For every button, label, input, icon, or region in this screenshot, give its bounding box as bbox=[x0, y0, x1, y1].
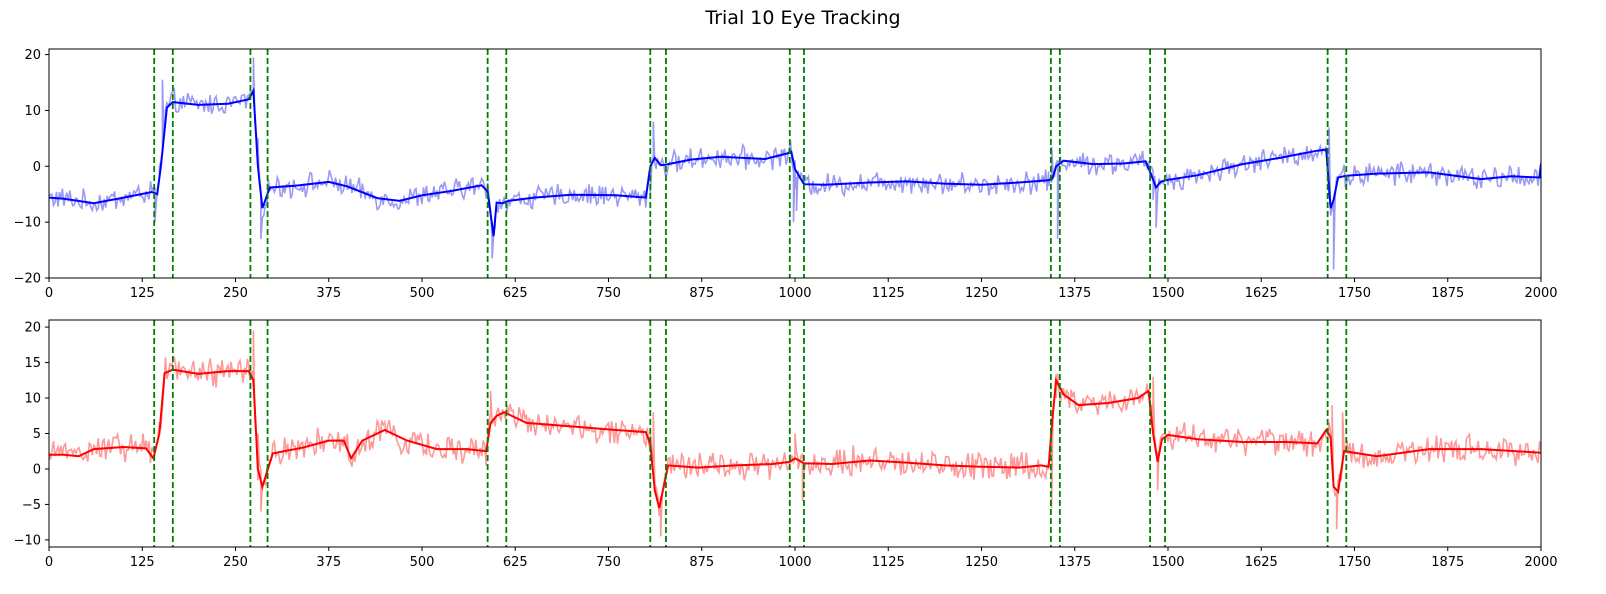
y-tick-label: −10 bbox=[14, 533, 41, 548]
y-tick-label: 0 bbox=[33, 160, 41, 175]
x-tick-label: 1000 bbox=[778, 555, 811, 570]
x-tick-label: 1625 bbox=[1245, 286, 1278, 301]
y-tick-label: 20 bbox=[24, 48, 41, 63]
x-tick-label: 1000 bbox=[778, 286, 811, 301]
x-tick-label: 2000 bbox=[1524, 286, 1557, 301]
x-tick-label: 500 bbox=[410, 286, 435, 301]
x-tick-label: 1875 bbox=[1431, 286, 1464, 301]
x-tick-label: 875 bbox=[689, 555, 714, 570]
plot-area bbox=[49, 320, 1541, 547]
y-tick-label: 20 bbox=[24, 321, 41, 336]
y-tick-label: 5 bbox=[33, 427, 41, 442]
x-tick-label: 625 bbox=[503, 555, 528, 570]
x-tick-label: 1750 bbox=[1338, 286, 1371, 301]
x-tick-label: 1500 bbox=[1151, 555, 1184, 570]
y-tick-label: 15 bbox=[24, 356, 41, 371]
raw-signal-line bbox=[49, 330, 1541, 537]
y-tick-label: −20 bbox=[14, 272, 41, 287]
x-tick-label: 1750 bbox=[1338, 555, 1371, 570]
x-tick-label: 250 bbox=[223, 555, 248, 570]
x-tick-label: 1875 bbox=[1431, 555, 1464, 570]
x-tick-label: 1625 bbox=[1245, 555, 1278, 570]
x-tick-label: 375 bbox=[316, 286, 341, 301]
raw-signal-line bbox=[49, 57, 1541, 270]
plot-area bbox=[49, 49, 1541, 278]
x-tick-label: 125 bbox=[130, 555, 155, 570]
x-tick-label: 2000 bbox=[1524, 555, 1557, 570]
x-tick-label: 250 bbox=[223, 286, 248, 301]
x-tick-label: 0 bbox=[45, 286, 53, 301]
subplots: 0 125 250 375 500 625 750 875 1000 1125 1250 1375 15… bbox=[14, 48, 1558, 570]
y-tick-label: 10 bbox=[24, 392, 41, 407]
x-tick-label: 875 bbox=[689, 286, 714, 301]
x-tick-label: 750 bbox=[596, 286, 621, 301]
x-tick-label: 1500 bbox=[1151, 286, 1184, 301]
x-tick-label: 750 bbox=[596, 555, 621, 570]
smoothed-signal-line bbox=[49, 368, 1541, 509]
x-tick-label: 625 bbox=[503, 286, 528, 301]
smoothed-signal-line bbox=[49, 87, 1541, 237]
x-tick-label: 1250 bbox=[965, 555, 998, 570]
x-tick-label: 125 bbox=[130, 286, 155, 301]
y-tick-label: 10 bbox=[24, 104, 41, 119]
y-tick-label: −10 bbox=[14, 216, 41, 231]
x-tick-label: 1375 bbox=[1058, 286, 1091, 301]
x-tick-label: 1125 bbox=[872, 286, 905, 301]
x-tick-label: 1250 bbox=[965, 286, 998, 301]
x-tick-label: 375 bbox=[316, 555, 341, 570]
x-tick-label: 1375 bbox=[1058, 555, 1091, 570]
x-tick-label: 500 bbox=[410, 555, 435, 570]
x-tick-label: 0 bbox=[45, 555, 53, 570]
subplot-1: 0 125 250 375 500 625 750 875 1000 1125 1250 1375 15… bbox=[14, 48, 1558, 301]
figure-title: Trial 10 Eye Tracking bbox=[704, 7, 900, 29]
y-tick-label: 0 bbox=[33, 462, 41, 477]
y-tick-label: −5 bbox=[22, 498, 41, 513]
subplot-2: 0 125 250 375 500 625 750 875 1000 1125 1250 1375 15… bbox=[14, 319, 1558, 570]
x-tick-label: 1125 bbox=[872, 555, 905, 570]
